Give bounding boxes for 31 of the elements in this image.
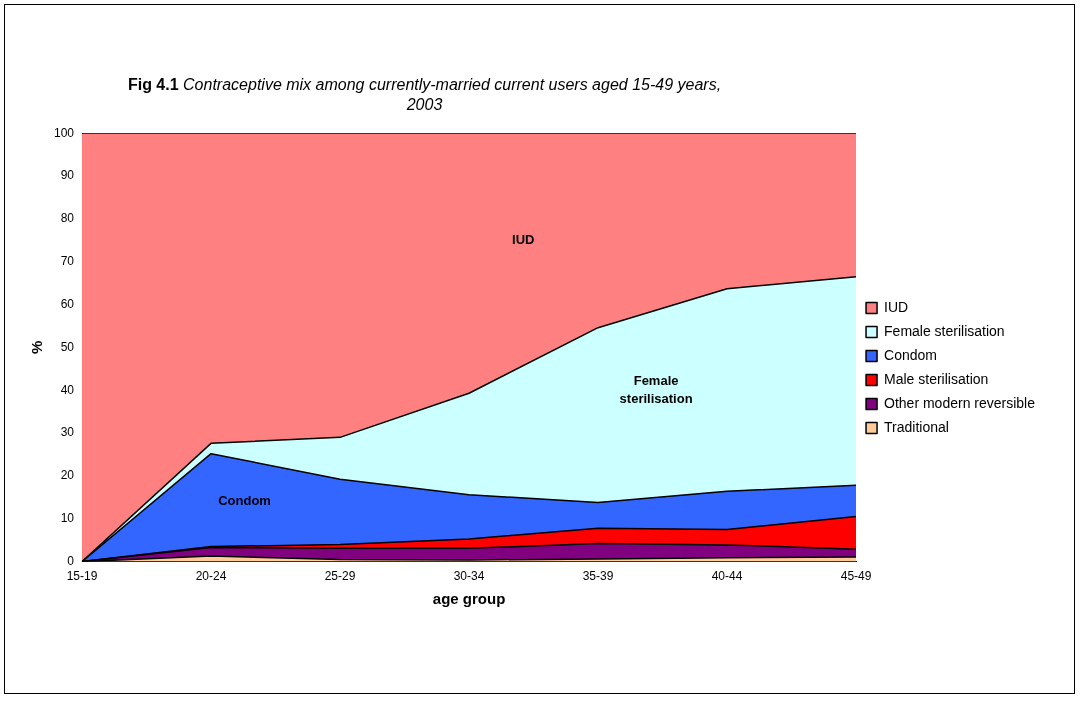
y-axis-title: % (28, 340, 46, 355)
legend-label: Traditional (884, 418, 949, 435)
x-tick-label: 35-39 (582, 569, 614, 584)
annotation: IUD (512, 231, 535, 247)
annotation: Female sterilisation (619, 372, 693, 406)
legend-label: Condom (884, 346, 937, 363)
x-tick-label: 15-19 (66, 569, 98, 584)
y-tick-label: 40 (60, 382, 75, 397)
x-tick-label: 30-34 (453, 569, 485, 584)
legend-label: Female sterilisation (884, 322, 1005, 339)
y-tick-label: 20 (60, 468, 75, 483)
annotation: Condom (218, 493, 271, 509)
y-tick-label: 70 (60, 254, 75, 269)
y-tick-label: 10 (60, 511, 75, 526)
legend-label: Other modern reversible (884, 394, 1036, 411)
y-tick-label: 0 (67, 553, 75, 568)
legend-label: Male sterilisation (884, 370, 989, 387)
chart-subtitle: Contraceptive mix among currently-married current users aged 15-49 years, 2003 (183, 76, 722, 113)
x-axis-title: age group (432, 590, 506, 608)
legend-label: IUD (884, 298, 909, 315)
y-tick-label: 50 (60, 339, 75, 354)
chart-title: Fig 4.1 (127, 76, 179, 93)
y-tick-label: 90 (60, 168, 75, 183)
x-tick-label: 40-44 (711, 569, 743, 584)
x-tick-label: 20-24 (195, 569, 227, 584)
y-tick-label: 60 (60, 296, 75, 311)
x-tick-label: 45-49 (840, 569, 872, 584)
y-tick-label: 80 (60, 211, 75, 226)
x-tick-label: 25-29 (324, 569, 356, 584)
y-tick-label: 100 (53, 125, 75, 140)
y-tick-label: 30 (60, 425, 75, 440)
